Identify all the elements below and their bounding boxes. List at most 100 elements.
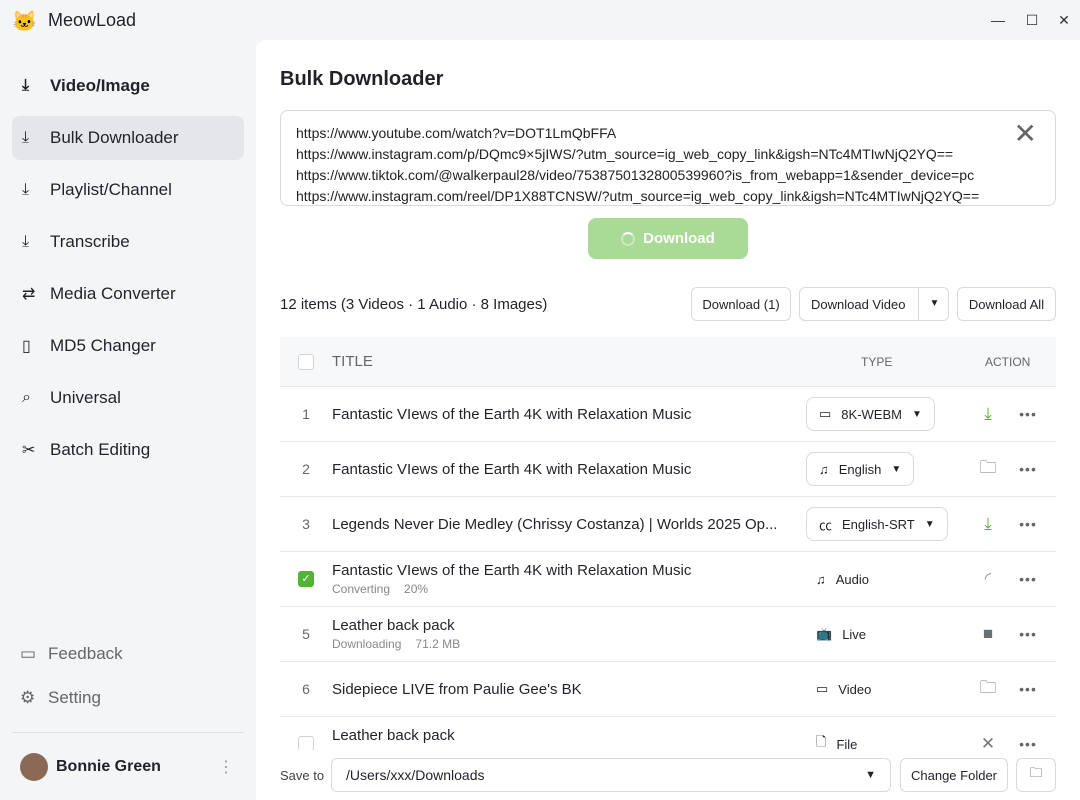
table-header: TITLE TYPE ACTION	[280, 337, 1056, 387]
clear-icon[interactable]: ✕	[1013, 118, 1037, 149]
row-status: Converting	[332, 582, 391, 596]
user-profile[interactable]: Bonnie Green ⋮	[12, 732, 244, 800]
row-number: 2	[302, 461, 310, 477]
row-title: Fantastic VIews of the Earth 4K with Rel…	[332, 460, 692, 478]
sidebar-item-batch-editing[interactable]: ✂ Batch Editing	[12, 428, 244, 472]
download-icon: ⤓	[22, 181, 30, 198]
sidebar-item-bulk-downloader[interactable]: ⤓ Bulk Downloader	[12, 116, 244, 160]
row-checkbox[interactable]: ✓	[298, 571, 314, 587]
video-icon: ▭	[819, 406, 832, 421]
open-folder-button[interactable]: 🗀	[1016, 758, 1056, 792]
more-icon[interactable]: •••	[1019, 516, 1037, 532]
table-row[interactable]: 2 Fantastic VIews of the Earth 4K with Re…	[280, 442, 1056, 497]
download-icon: ⤓	[22, 77, 30, 94]
sidebar-item-media-converter[interactable]: ⇄ Media Converter	[12, 272, 244, 316]
sidebar-item-universal[interactable]: ⌕ Universal	[12, 376, 244, 420]
more-icon[interactable]: •••	[1019, 736, 1037, 752]
folder-icon[interactable]: 🗀	[979, 457, 997, 477]
download-button[interactable]: Download	[588, 218, 748, 259]
save-bar: Save to /Users/xxx/Downloads ▼ Change Fol…	[256, 750, 1080, 800]
download-icon: ⤓	[22, 233, 30, 250]
chevron-down-icon: ▼	[924, 518, 935, 530]
row-type: File	[836, 736, 858, 752]
type-label: ▭ Video	[816, 681, 871, 697]
more-icon[interactable]: •••	[1019, 681, 1037, 697]
format-select[interactable]: ▭ 8K-WEBM ▼	[806, 397, 935, 431]
sidebar: ⤓ Video/Image ⤓ Bulk Downloader ⤓ Playlist/…	[0, 40, 256, 800]
save-to-label: Save to	[280, 767, 325, 783]
download-video-button[interactable]: Download Video ▼	[799, 287, 949, 321]
download-label: Download	[643, 230, 715, 247]
sidebar-item-playlist-channel[interactable]: ⤓ Playlist/Channel	[12, 168, 244, 212]
download-icon[interactable]: ⤓	[984, 514, 992, 533]
sidebar-item-label: MD5 Changer	[50, 336, 156, 355]
save-path-select[interactable]: /Users/xxx/Downloads ▼	[331, 758, 891, 792]
row-type: English	[838, 461, 882, 477]
scissors-icon: ✂	[22, 442, 36, 459]
url-line: https://www.youtube.com/watch?v=DOT1LmQb…	[296, 125, 617, 141]
minimize-icon[interactable]: —	[991, 12, 1005, 28]
search-icon: ⌕	[22, 389, 31, 406]
sidebar-item-video-image[interactable]: ⤓ Video/Image	[12, 64, 244, 108]
url-line: https://www.tiktok.com/@walkerpaul28/vid…	[296, 167, 975, 183]
feedback-link[interactable]: ▭ Feedback	[20, 644, 123, 664]
folder-icon: 🗀	[1029, 765, 1043, 780]
more-icon[interactable]: •••	[1019, 461, 1037, 477]
url-input[interactable]: https://www.youtube.com/watch?v=DOT1LmQb…	[280, 110, 1056, 206]
folder-icon[interactable]: 🗀	[979, 677, 997, 697]
format-select[interactable]: ㏄ English-SRT ▼	[806, 507, 948, 541]
type-label: 🗋 File	[816, 733, 857, 755]
convert-icon: ⇄	[22, 286, 36, 303]
row-number: 1	[302, 406, 310, 422]
download-icon[interactable]: ⤓	[984, 404, 992, 423]
row-type: Live	[842, 626, 867, 642]
chat-icon: ▭	[20, 644, 37, 663]
loading-icon[interactable]: ◜	[984, 569, 992, 588]
gear-icon: ⚙	[20, 688, 36, 707]
chevron-down-icon: ▼	[891, 463, 902, 475]
more-icon[interactable]: •••	[1019, 626, 1037, 642]
table-row[interactable]: 6 Sidepiece LIVE from Paulie Gee's BK ▭ Vi…	[280, 662, 1056, 717]
sidebar-item-label: Playlist/Channel	[50, 180, 172, 199]
more-icon[interactable]: •••	[1019, 571, 1037, 587]
main-panel: Bulk Downloader https://www.youtube.com/…	[256, 40, 1080, 800]
items-summary: 12 items (3 Videos · 1 Audio · 8 Images)	[280, 296, 548, 313]
cancel-icon[interactable]: ✕	[980, 734, 996, 753]
row-type: Audio	[835, 571, 869, 587]
more-icon[interactable]: •••	[1019, 406, 1037, 422]
file-icon: 🗋	[816, 734, 827, 749]
select-all-checkbox[interactable]	[298, 353, 314, 370]
row-type: English-SRT	[842, 516, 915, 532]
chevron-down-icon: ▼	[865, 769, 876, 781]
page-title: Bulk Downloader	[280, 68, 444, 90]
download-icon: ⤓	[22, 129, 30, 146]
row-type: 8K-WEBM	[841, 406, 902, 422]
sidebar-item-label: Media Converter	[50, 284, 176, 303]
format-select[interactable]: ♫ English ▼	[806, 452, 915, 486]
cat-logo-icon: 🐱	[12, 11, 37, 33]
download-all-button[interactable]: Download All	[957, 287, 1056, 321]
save-path: /Users/xxx/Downloads	[346, 767, 485, 783]
column-title: TITLE	[332, 353, 373, 370]
chevron-down-icon[interactable]: ▼	[918, 288, 950, 320]
row-type: Video	[838, 681, 872, 697]
subtitles-icon: ㏄	[819, 517, 833, 533]
setting-link[interactable]: ⚙ Setting	[20, 688, 101, 708]
change-folder-button[interactable]: Change Folder	[900, 758, 1008, 792]
table-row[interactable]: 1 Fantastic VIews of the Earth 4K with Re…	[280, 387, 1056, 442]
sidebar-item-transcribe[interactable]: ⤓ Transcribe	[12, 220, 244, 264]
more-vertical-icon[interactable]: ⋮	[218, 758, 234, 776]
tv-icon: 📺	[816, 626, 833, 641]
table-row[interactable]: 3 Legends Never Die Medley (Chrissy Costa…	[280, 497, 1056, 552]
table-row[interactable]: 5 Leather back pack Downloading 71.2 MB 📺 Li…	[280, 607, 1056, 662]
maximize-icon[interactable]: ☐	[1025, 12, 1039, 28]
row-number: 3	[302, 516, 310, 532]
close-window-icon[interactable]: ✕	[1058, 12, 1070, 28]
row-number: 6	[302, 681, 310, 697]
stop-icon[interactable]: ■	[982, 624, 994, 643]
download-selected-button[interactable]: Download (1)	[691, 287, 791, 321]
file-edit-icon: ▯	[22, 338, 31, 355]
sidebar-item-md5-changer[interactable]: ▯ MD5 Changer	[12, 324, 244, 368]
table-row[interactable]: ✓ Fantastic VIews of the Earth 4K with Re…	[280, 552, 1056, 607]
user-name: Bonnie Green	[56, 757, 161, 775]
